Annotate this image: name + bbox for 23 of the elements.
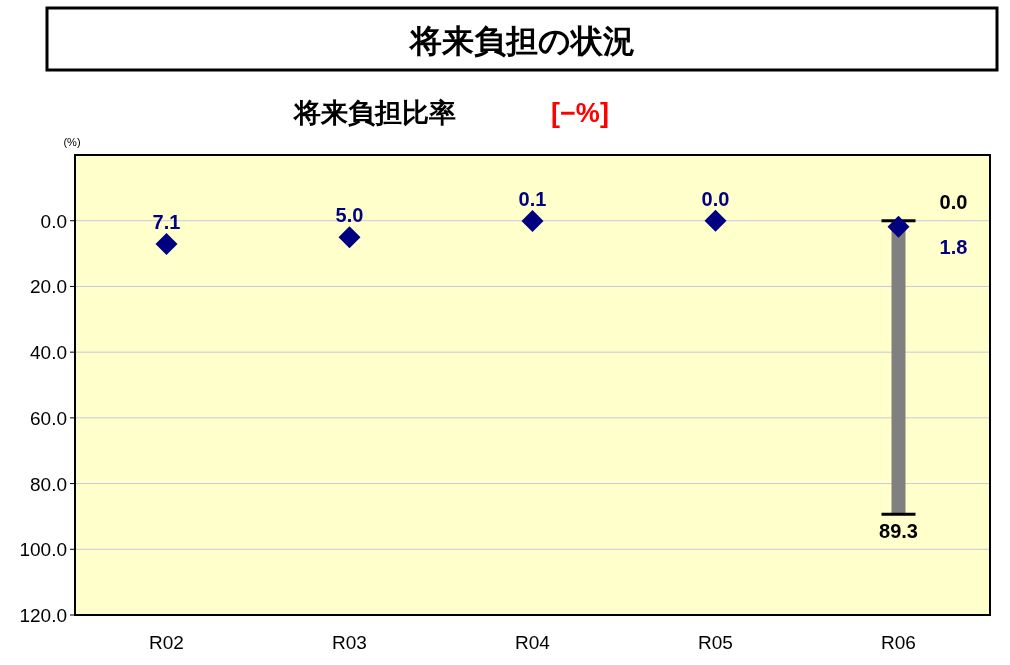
x-tick-label: R03: [332, 632, 367, 653]
x-tick-label: R05: [698, 632, 733, 653]
y-tick-label: 60.0: [30, 407, 67, 429]
y-tick-label: 0.0: [40, 210, 67, 232]
data-label: 0.1: [518, 188, 547, 211]
data-label: 5.0: [335, 204, 364, 227]
y-tick-label: 100.0: [19, 539, 67, 561]
data-label: 89.3: [879, 520, 918, 543]
text: [−%]: [551, 98, 609, 128]
data-label: 7.1: [152, 211, 181, 234]
y-tick-label: 20.0: [30, 276, 67, 298]
x-tick-label: R02: [149, 632, 184, 653]
chart-subtitle: 将来負担比率: [292, 98, 456, 128]
y-tick-label: 40.0: [30, 342, 67, 364]
y-tick-label: 120.0: [19, 605, 67, 626]
x-tick-label: R04: [515, 632, 551, 653]
data-label: 0.0: [701, 187, 730, 210]
chart-title: 将来負担の状況: [407, 23, 635, 59]
y-tick-label: 80.0: [30, 473, 67, 495]
x-tick-label: R06: [881, 632, 916, 653]
data-label: 1.8: [939, 235, 968, 258]
y-axis-title: (%): [63, 136, 81, 148]
annotation: 0.0: [939, 190, 968, 213]
